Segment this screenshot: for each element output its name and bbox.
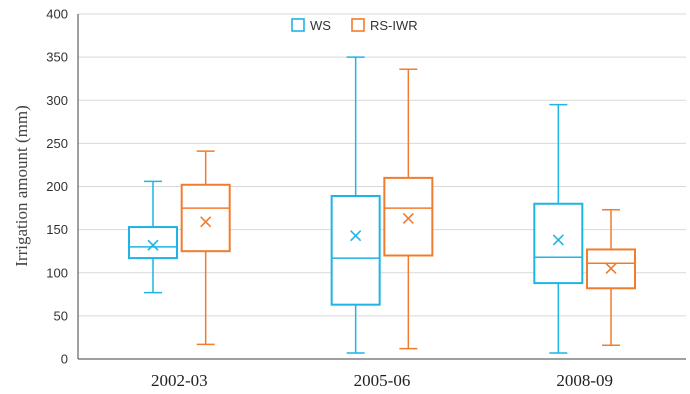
y-tick-label-350: 350 bbox=[46, 50, 68, 65]
y-axis-title: Irrigation amount (mm) bbox=[12, 105, 31, 266]
box-WS-2002-03 bbox=[129, 181, 177, 292]
y-tick-label-200: 200 bbox=[46, 179, 68, 194]
legend-label-RS-IWR: RS-IWR bbox=[370, 18, 418, 33]
legend: WS RS-IWR bbox=[292, 18, 418, 33]
legend-label-WS: WS bbox=[310, 18, 331, 33]
y-tick-label-250: 250 bbox=[46, 136, 68, 151]
box-iqr bbox=[534, 204, 582, 283]
box-iqr bbox=[384, 178, 432, 256]
category-label-2002-03: 2002-03 bbox=[151, 371, 208, 390]
box-RS-IWR-2005-06 bbox=[384, 69, 432, 348]
y-tick-labels: 0 50 100 150 200 250 300 350 400 bbox=[46, 7, 68, 367]
y-tick-label-300: 300 bbox=[46, 93, 68, 108]
boxes bbox=[129, 57, 635, 353]
y-tick-label-150: 150 bbox=[46, 222, 68, 237]
category-labels: 2002-03 2005-06 2008-09 bbox=[151, 371, 613, 390]
box-WS-2005-06 bbox=[332, 57, 380, 353]
legend-swatch-RS-IWR bbox=[352, 19, 364, 31]
y-tick-label-50: 50 bbox=[54, 308, 68, 323]
y-tick-label-0: 0 bbox=[61, 352, 68, 367]
box-iqr bbox=[129, 227, 177, 258]
legend-swatch-WS bbox=[292, 19, 304, 31]
box-RS-IWR-2002-03 bbox=[182, 151, 230, 344]
category-label-2008-09: 2008-09 bbox=[556, 371, 613, 390]
y-tick-label-100: 100 bbox=[46, 265, 68, 280]
box-iqr bbox=[182, 185, 230, 251]
category-label-2005-06: 2005-06 bbox=[354, 371, 411, 390]
y-tick-label-400: 400 bbox=[46, 7, 68, 22]
box-iqr bbox=[332, 196, 380, 305]
